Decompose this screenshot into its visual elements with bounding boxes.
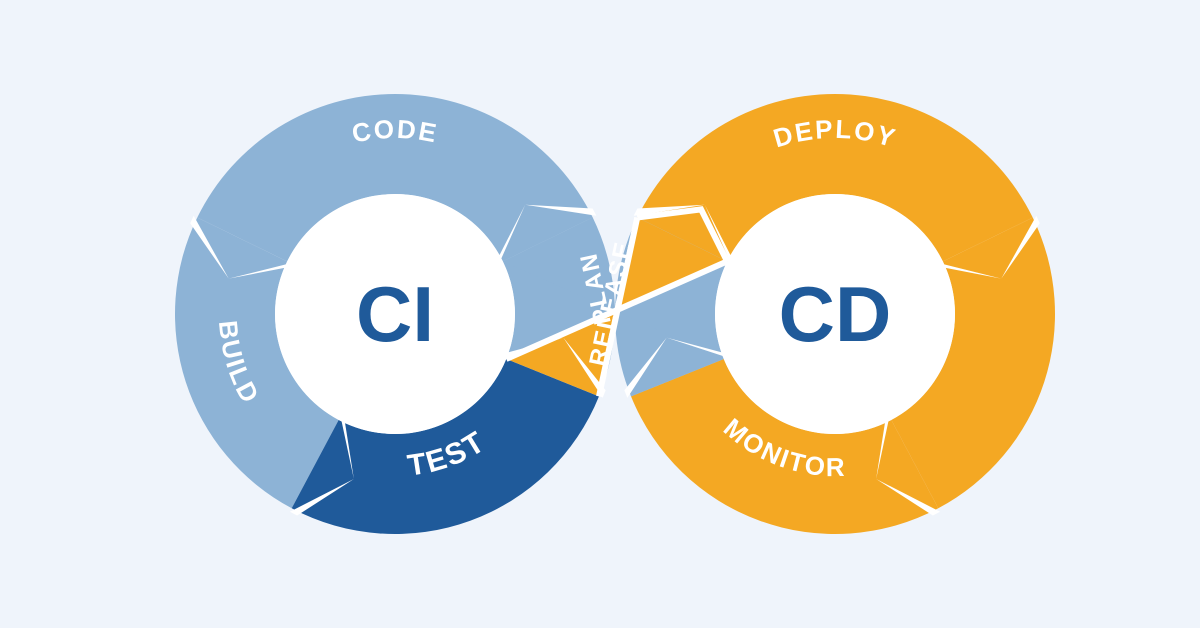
diagram-svg: CODEBUILDTESTDEPLOYOPERATEMONITORPLANREL…	[0, 0, 1200, 628]
ci-label: CI	[356, 270, 434, 358]
cicd-infinity-diagram: CODEBUILDTESTDEPLOYOPERATEMONITORPLANREL…	[0, 0, 1200, 628]
svg-text:CODE: CODE	[349, 114, 440, 149]
cd-label: CD	[779, 270, 892, 358]
